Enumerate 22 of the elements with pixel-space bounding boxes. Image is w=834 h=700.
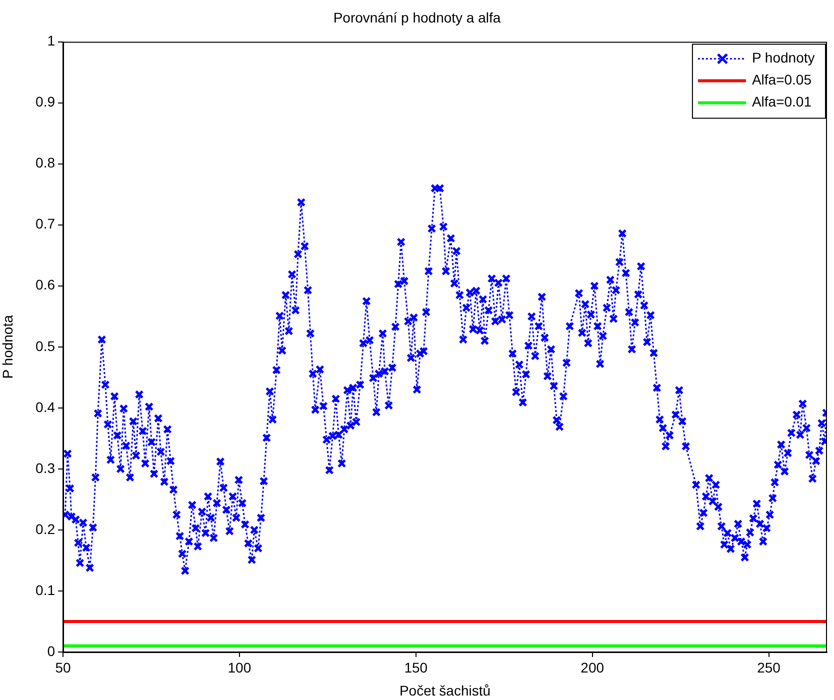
legend-label: Alfa=0.01 [752, 94, 812, 110]
y-axis-title: P hodnota [0, 314, 16, 379]
legend-label: Alfa=0.05 [752, 72, 812, 88]
y-tick-label: 0.4 [36, 398, 56, 415]
y-tick-label: 0.1 [36, 582, 56, 598]
x-tick-label: 250 [757, 659, 781, 676]
x-axis-title: Počet šachistů [399, 682, 491, 698]
y-tick-label: 0.5 [36, 338, 56, 354]
y-tick-label: 0.7 [36, 216, 56, 232]
x-tick-label: 50 [55, 659, 71, 676]
y-tick-label: 0.6 [36, 276, 56, 293]
x-tick-label: 100 [228, 659, 252, 676]
y-tick-label: 1 [47, 32, 56, 49]
y-tick-label: 0.9 [36, 94, 56, 110]
chart-title: Porovnání p hodnoty a alfa [333, 9, 501, 26]
y-tick-label: 0 [47, 642, 56, 659]
x-tick-label: 200 [580, 659, 604, 676]
y-tick-label: 0.2 [36, 520, 56, 537]
x-tick-label: 150 [404, 659, 428, 676]
legend-label: P hodnoty [752, 50, 815, 66]
y-tick-label: 0.3 [36, 460, 56, 476]
y-tick-label: 0.8 [36, 154, 56, 171]
